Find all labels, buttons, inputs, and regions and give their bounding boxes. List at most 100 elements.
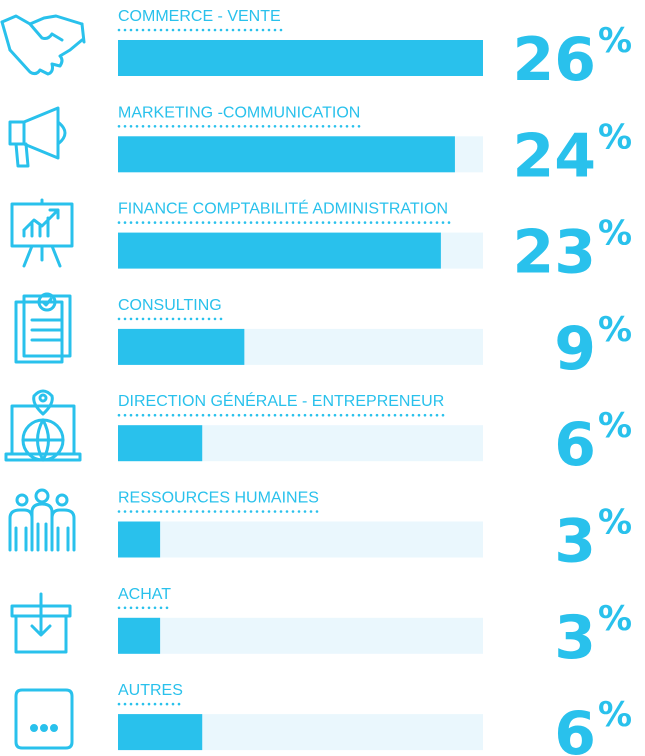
dot [321,221,325,224]
dot [417,221,421,224]
dot [147,510,151,513]
dot [255,413,259,417]
dot [351,413,355,417]
dot [123,28,127,32]
bar-track [118,521,483,558]
dot [159,125,163,128]
dot [297,125,301,128]
dot [237,221,241,224]
dot [117,317,121,321]
dot [261,28,265,32]
dot [327,125,331,128]
dot [339,413,343,417]
dot [147,702,151,706]
dot [267,413,271,417]
dot [141,702,145,706]
dot [291,221,295,224]
icon-more [14,688,74,750]
unit-label: % [598,503,632,543]
dot [153,606,157,610]
dot [255,125,259,128]
dot [201,221,205,224]
value-label: 6 [554,410,596,480]
dot [309,221,313,224]
dot [207,317,211,321]
dot [279,413,283,417]
dot [315,413,319,417]
dot [129,606,133,610]
dot [237,510,241,513]
dot [147,606,151,610]
dot [399,221,403,224]
dot [345,125,349,128]
dot [201,413,205,417]
dot [219,28,223,32]
dot [315,510,319,513]
value-label: 3 [554,603,596,673]
dot [411,221,415,224]
dot [333,413,337,417]
category-label: AUTRES [118,682,183,699]
dot [153,28,157,32]
dot [123,606,127,610]
dot [201,28,205,32]
dot [207,125,211,128]
dot [147,221,151,224]
dot [207,28,211,32]
dot [141,317,145,321]
dot [129,221,133,224]
dot [381,413,385,417]
dot [135,413,139,417]
dot [309,413,313,417]
dot [177,702,181,706]
dot [357,413,361,417]
category-label: DIRECTION GÉNÉRALE - ENTREPRENEUR [118,391,444,410]
dot [183,510,187,513]
dot [213,510,217,513]
dot [369,221,373,224]
dot [219,221,223,224]
dot [141,510,145,513]
dot [243,28,247,32]
dot [183,221,187,224]
dot [423,221,427,224]
dot [303,221,307,224]
dot [153,125,157,128]
dot [279,221,283,224]
dot [135,702,139,706]
dot [147,317,151,321]
bar [118,136,455,173]
dot [177,125,181,128]
dot [213,28,217,32]
dot [429,221,433,224]
dot [225,510,229,513]
value-label: 9 [554,314,596,384]
dot [429,413,433,417]
dot [237,28,241,32]
dot [369,413,373,417]
dot [195,28,199,32]
dot [165,606,169,610]
dot [261,221,265,224]
dot [189,510,193,513]
dot [177,510,181,513]
dot [261,413,265,417]
dot [447,221,451,224]
dot [273,510,277,513]
dot [303,125,307,128]
dot [255,510,259,513]
dot [297,510,301,513]
dot [291,413,295,417]
dot [303,510,307,513]
dot [339,125,343,128]
dot [273,413,277,417]
category-label: COMMERCE - VENTE [118,8,281,25]
dot [129,28,133,32]
dot [117,28,121,32]
dot [249,510,253,513]
dot [171,317,175,321]
category-label: ACHAT [118,586,171,603]
dot [231,28,235,32]
dot [393,413,397,417]
dot [123,510,127,513]
